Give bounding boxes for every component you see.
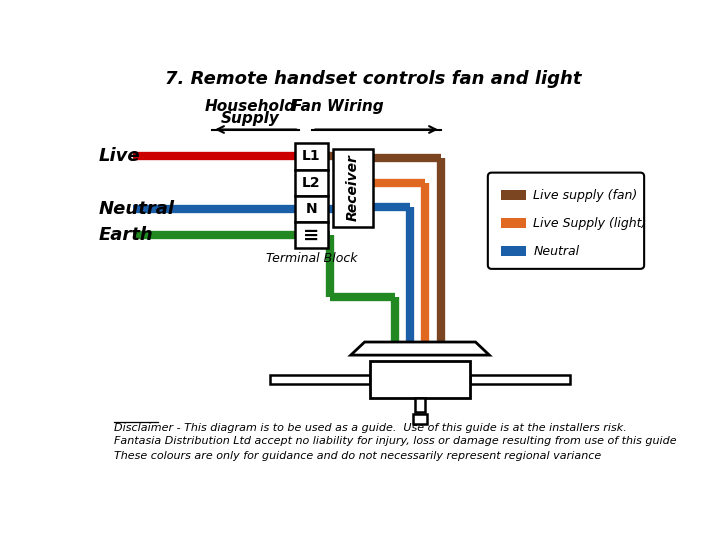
Text: Neutral: Neutral	[99, 200, 175, 218]
Text: These colours are only for guidance and do not necessarily represent regional va: These colours are only for guidance and …	[114, 451, 601, 461]
Text: ≡: ≡	[304, 226, 320, 244]
Text: Terminal Block: Terminal Block	[266, 252, 357, 265]
Bar	[295, 222, 328, 248]
Text: Disclaimer - This diagram is to be used as a guide.  Use of this guide is at the: Disclaimer - This diagram is to be used …	[114, 423, 677, 446]
Text: N: N	[306, 202, 317, 216]
Text: Live supply (fan): Live supply (fan)	[533, 189, 638, 202]
Text: 7. Remote handset controls fan and light: 7. Remote handset controls fan and light	[165, 70, 582, 88]
Bar	[333, 149, 373, 227]
Text: Live: Live	[99, 148, 141, 165]
Text: Receiver: Receiver	[346, 155, 360, 221]
Bar	[501, 190, 526, 200]
Text: Earth: Earth	[99, 226, 154, 244]
Bar	[370, 361, 470, 398]
Text: Fan Wiring: Fan Wiring	[292, 100, 384, 114]
Bar	[270, 375, 370, 384]
Bar	[415, 398, 425, 412]
Text: L1: L1	[302, 149, 321, 164]
Text: L2: L2	[302, 176, 321, 190]
Text: Household: Household	[205, 100, 296, 114]
Bar	[501, 246, 526, 256]
Text: Live Supply (light): Live Supply (light)	[533, 217, 646, 230]
Text: Neutral: Neutral	[533, 244, 579, 258]
Bar	[295, 196, 328, 222]
FancyBboxPatch shape	[488, 173, 644, 269]
Polygon shape	[351, 342, 489, 355]
Bar	[470, 375, 570, 384]
Bar	[414, 414, 427, 424]
Bar	[295, 170, 328, 196]
Text: Supply: Supply	[221, 111, 280, 126]
Bar	[501, 218, 526, 228]
Bar	[295, 143, 328, 170]
